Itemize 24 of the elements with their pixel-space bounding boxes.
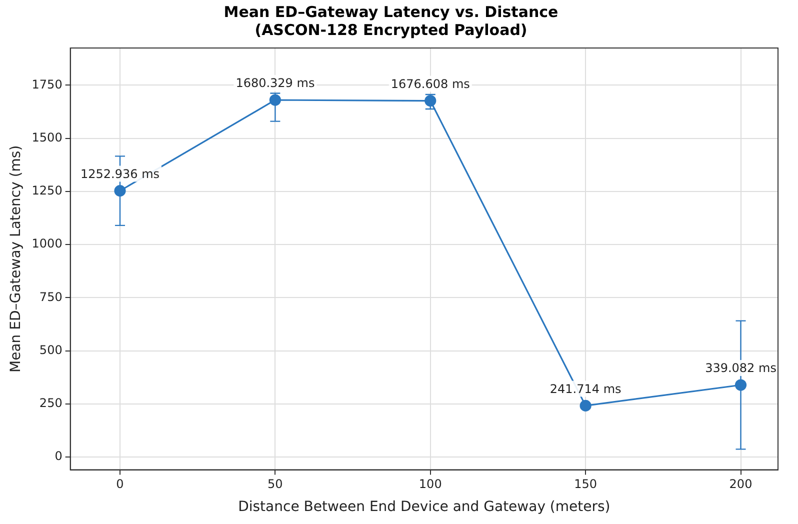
- data-label: 339.082 ms: [705, 361, 776, 376]
- y-tick-label: 250: [39, 396, 62, 410]
- y-tick-label: 750: [39, 290, 62, 304]
- point: [114, 185, 126, 197]
- x-axis-title: Distance Between End Device and Gateway (meters): [238, 499, 610, 516]
- x-tick-label: 100: [418, 477, 442, 492]
- y-tick-label: 500: [39, 342, 62, 357]
- data-label: 1680.329 ms: [236, 76, 315, 90]
- x-tick-label: 0: [116, 477, 124, 492]
- point: [424, 94, 436, 107]
- data-label: 241.714 ms: [550, 382, 622, 396]
- y-axis-title: Mean ED–Gateway Latency (ms): [8, 145, 24, 372]
- y-tick-label: 0: [54, 449, 62, 464]
- y-tick-label: 1000: [32, 236, 62, 251]
- data-label: 1252.936 ms: [80, 166, 160, 181]
- x-tick-label: 150: [574, 477, 598, 492]
- x-tick-label: 200: [729, 477, 752, 492]
- data-label: 1676.608 ms: [390, 76, 470, 91]
- y-tick-label: 1500: [32, 130, 62, 144]
- point: [580, 400, 592, 412]
- chart-title: Mean ED–Gateway Latency vs. Distance (ASCON-128 Encrypted Payload): [224, 2, 558, 39]
- x-tick-label: 50: [268, 477, 283, 492]
- y-tick-label: 1250: [32, 184, 62, 198]
- y-tick-label: 1750: [32, 77, 62, 92]
